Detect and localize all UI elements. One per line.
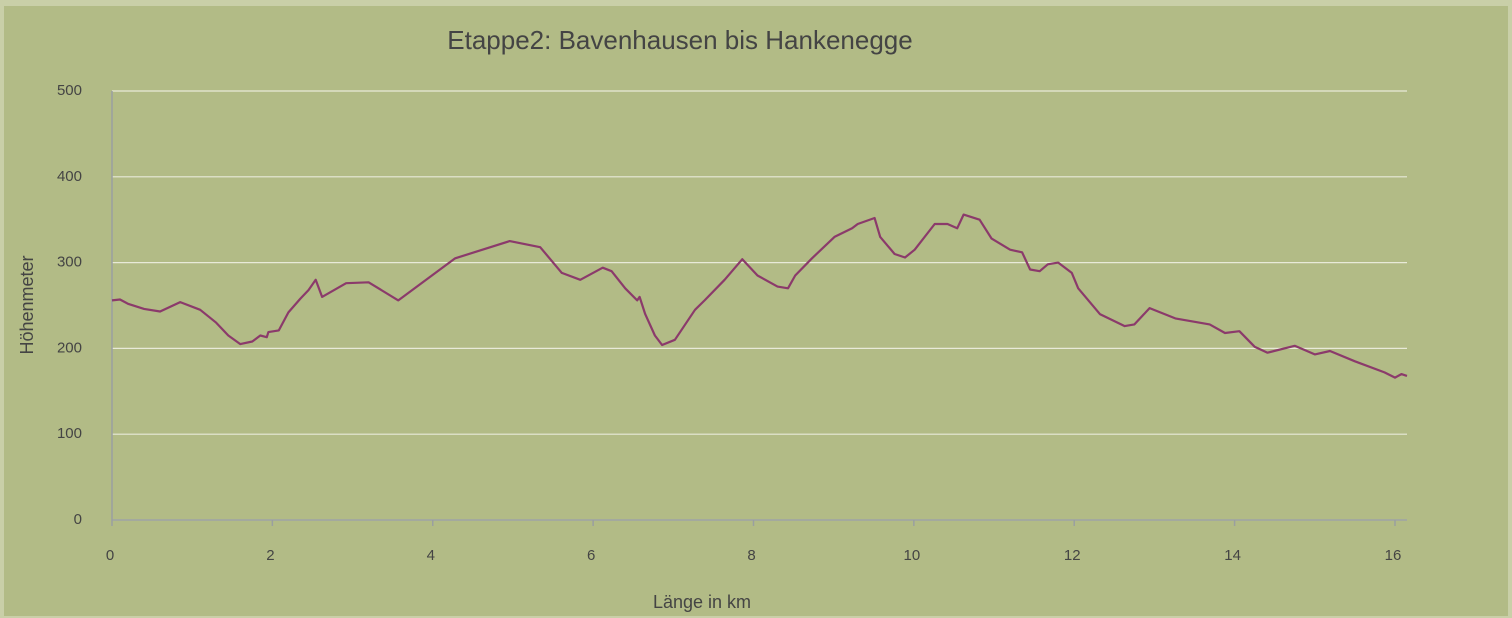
x-tick-label: 6 (587, 547, 595, 564)
line-series (111, 213, 1408, 379)
x-tick-label: 10 (904, 547, 921, 564)
x-tick-label: 0 (106, 547, 114, 564)
y-tick-label: 0 (74, 511, 82, 528)
x-tick-label: 16 (1385, 547, 1402, 564)
chart-title: Etappe2: Bavenhausen bis Hankenegge (447, 25, 912, 55)
x-tick-label: 14 (1224, 547, 1241, 564)
y-tick-label: 100 (57, 425, 82, 442)
x-tick-label: 4 (427, 547, 435, 564)
x-tick-label: 12 (1064, 547, 1081, 564)
y-axis-label: Höhenmeter (17, 255, 37, 354)
y-tick-label: 200 (57, 339, 82, 356)
y-tick-label: 500 (57, 82, 82, 99)
x-tick-label: 2 (266, 547, 274, 564)
plot-background (4, 6, 1508, 616)
x-axis-label: Länge in km (653, 592, 751, 612)
y-tick-label: 300 (57, 254, 82, 271)
y-tick-label: 400 (57, 168, 82, 185)
x-tick-label: 8 (747, 547, 755, 564)
